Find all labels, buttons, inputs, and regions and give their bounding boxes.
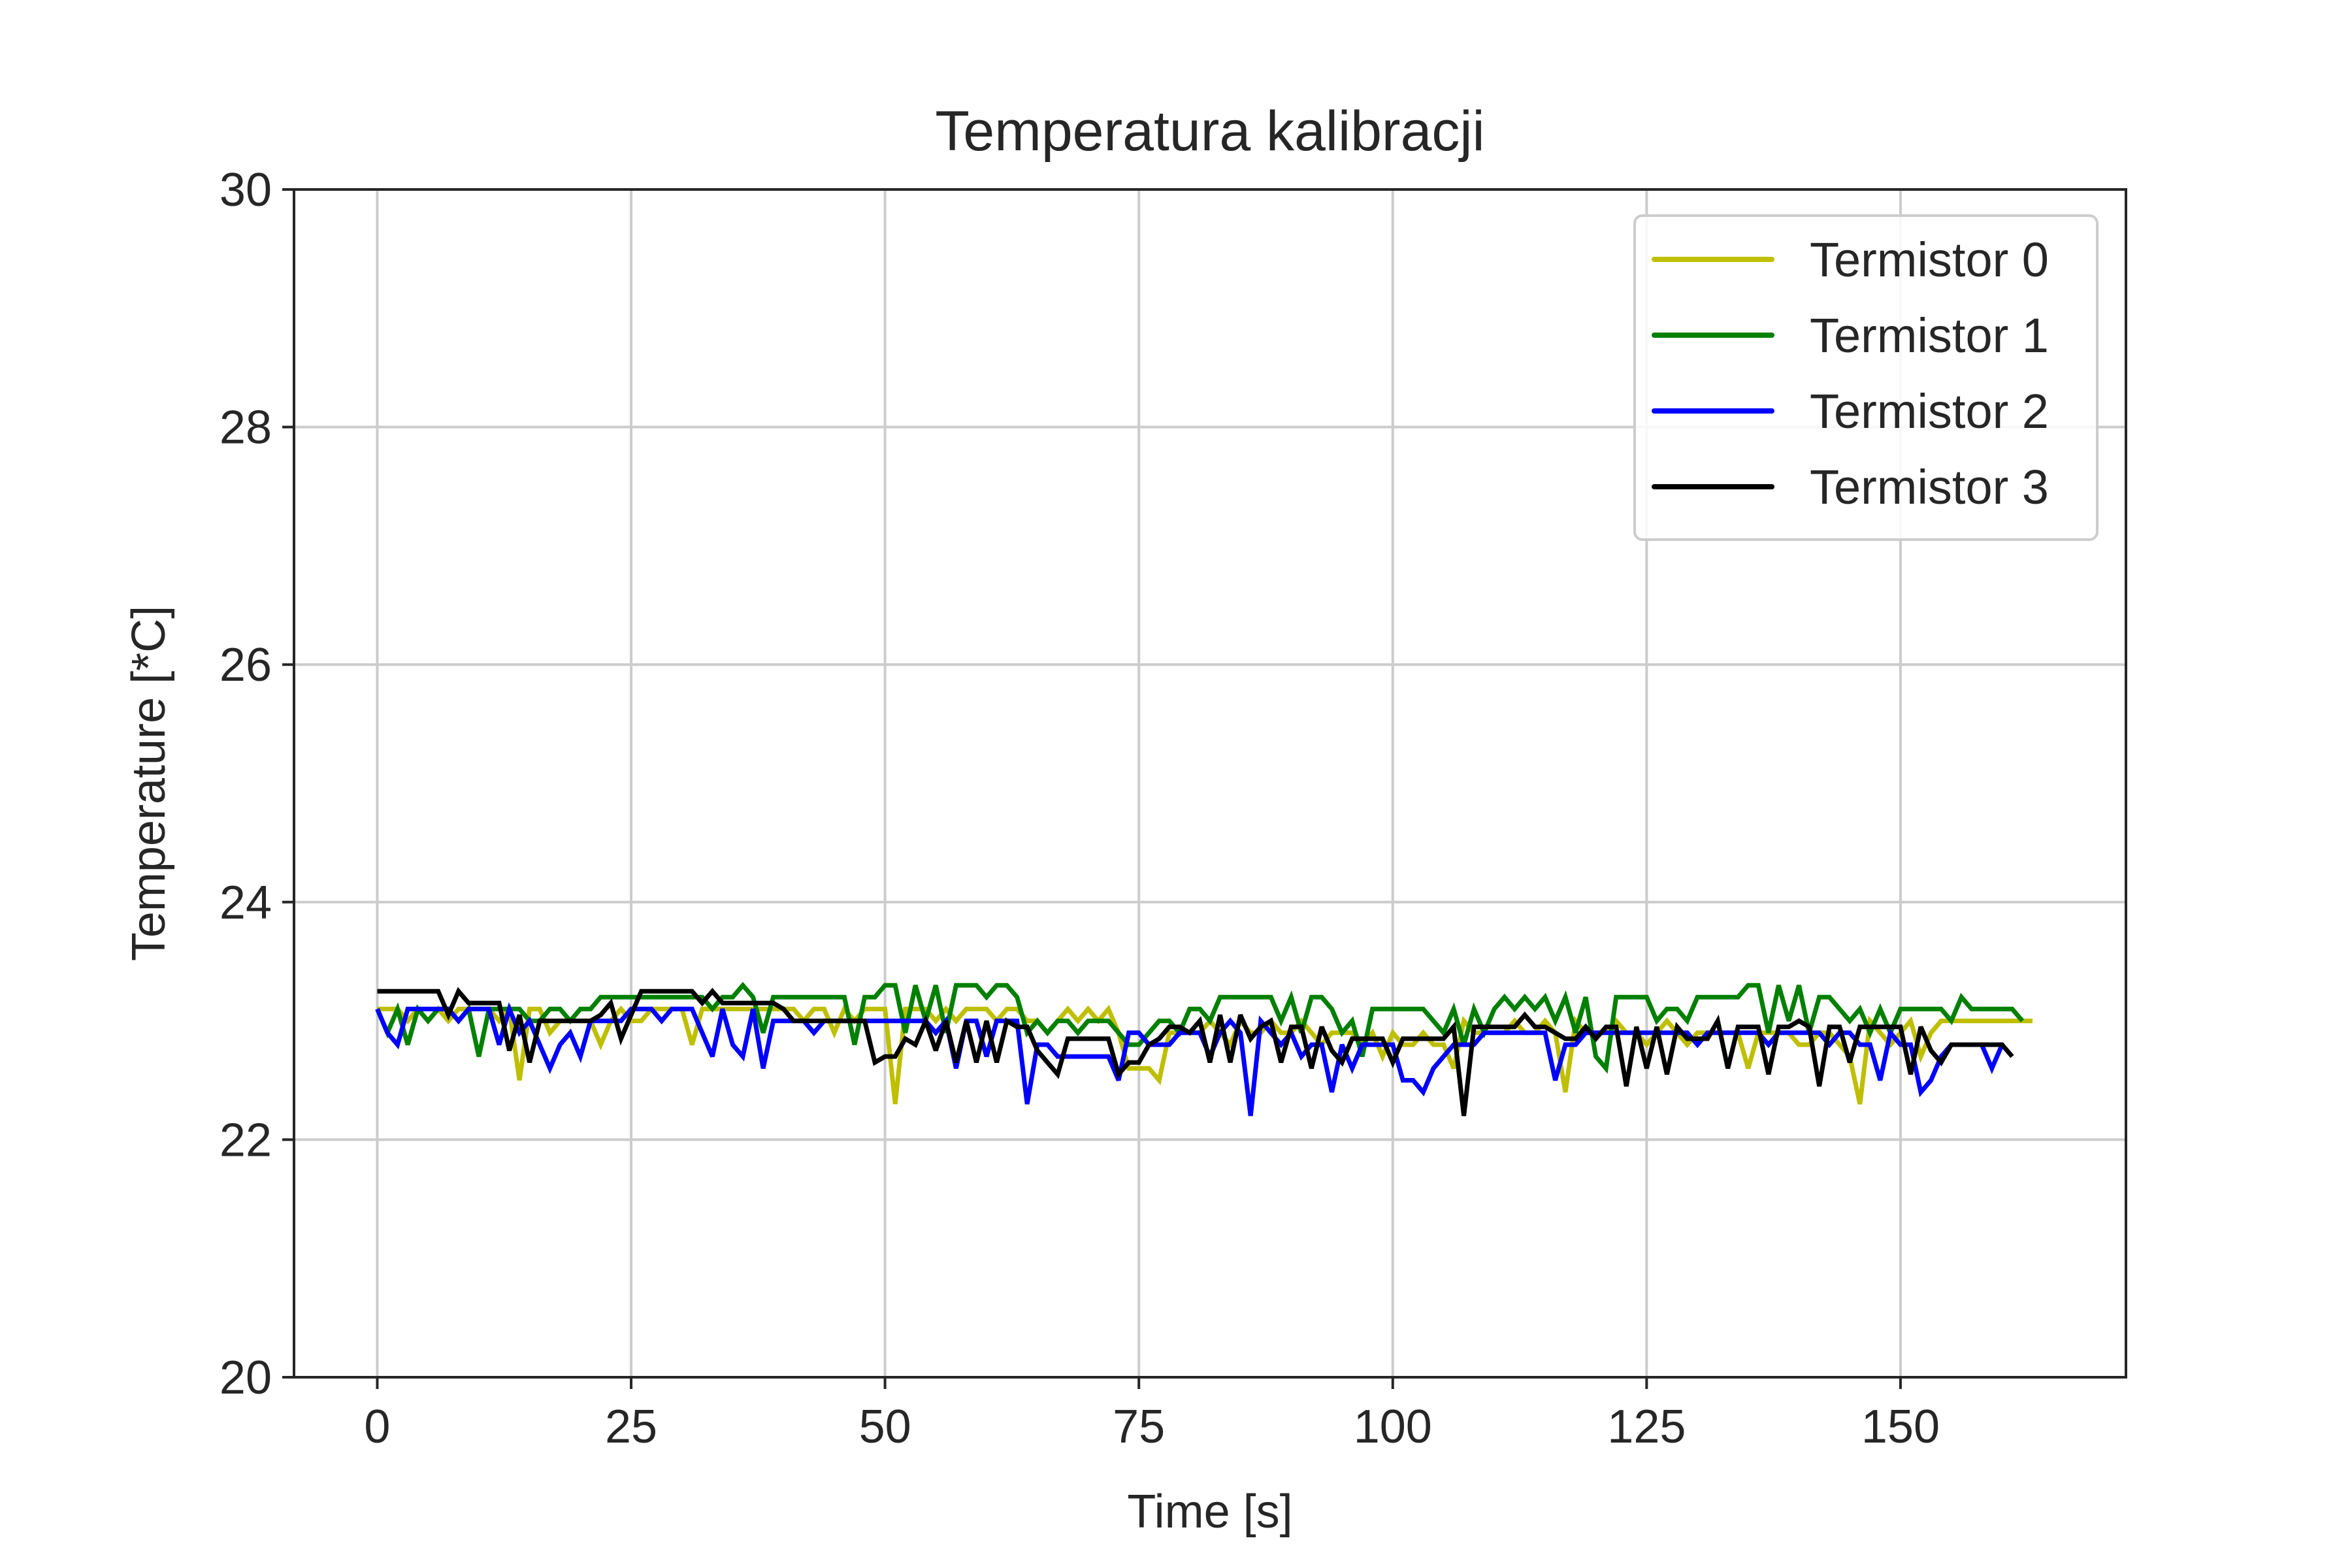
y-tick-label: 20 — [220, 1352, 272, 1404]
x-tick-label: 125 — [1607, 1401, 1686, 1453]
y-tick-label: 26 — [220, 639, 272, 691]
series-lines — [375, 981, 2033, 1117]
x-tick-label: 25 — [605, 1401, 657, 1453]
legend-label: Termistor 3 — [1810, 460, 2049, 514]
y-tick-label: 24 — [220, 877, 272, 929]
y-tick-label: 22 — [220, 1114, 272, 1166]
series-line-termistor-3 — [377, 987, 2014, 1117]
axis-ticks: 0 25 50 75 100 125 150 20 22 24 26 28 30 — [220, 164, 1940, 1453]
x-tick-label: 0 — [364, 1401, 390, 1453]
x-tick-label: 100 — [1354, 1401, 1432, 1453]
legend-label: Termistor 2 — [1810, 384, 2049, 438]
x-tick-label: 150 — [1861, 1401, 1940, 1453]
legend-label: Termistor 1 — [1810, 308, 2049, 363]
legend-box — [1633, 214, 2099, 541]
plot-frame — [293, 188, 2127, 1379]
legend: Termistor 0 Termistor 1 Termistor 2 Term… — [1633, 214, 2099, 541]
y-axis-label: Temperature [*C] — [123, 606, 175, 961]
y-tick-label: 28 — [220, 402, 272, 454]
legend-label: Termistor 0 — [1810, 233, 2049, 287]
series-line-termistor-1 — [375, 981, 2025, 1074]
chart-title: Temperatura kalibracji — [935, 100, 1484, 163]
x-axis-label: Time [s] — [1127, 1486, 1292, 1538]
x-tick-label: 75 — [1113, 1401, 1165, 1453]
x-tick-label: 50 — [859, 1401, 911, 1453]
y-tick-label: 30 — [220, 164, 272, 216]
